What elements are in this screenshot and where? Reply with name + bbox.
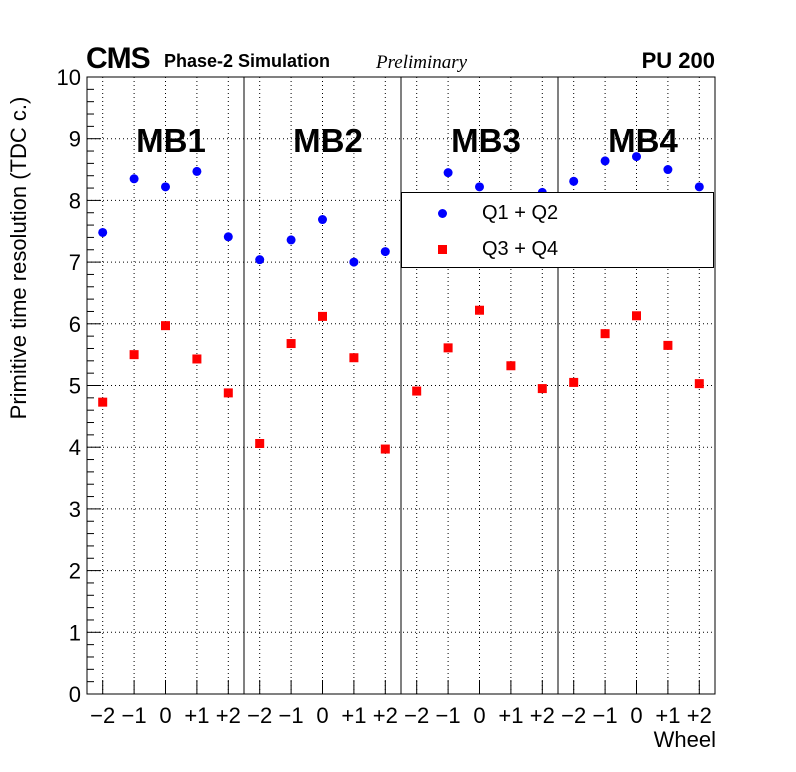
x-tick-label: −1 xyxy=(436,703,461,728)
data-point-q12 xyxy=(694,182,704,192)
station-label-mb2: MB2 xyxy=(293,122,363,159)
legend: Q1 + Q2 Q3 + Q4 xyxy=(401,192,714,268)
x-tick-label: 0 xyxy=(473,703,485,728)
y-tick-label: 2 xyxy=(69,559,81,584)
data-point-q12 xyxy=(98,227,108,237)
data-point-q34 xyxy=(632,311,641,321)
station-separators xyxy=(243,77,559,694)
y-tick-label: 10 xyxy=(57,65,81,90)
data-point-q34 xyxy=(286,339,296,349)
x-tick-label: 0 xyxy=(630,703,642,728)
data-point-q34 xyxy=(380,444,390,454)
data-point-q12 xyxy=(223,232,233,242)
x-axis-title: Wheel xyxy=(653,727,716,752)
data-point-q34 xyxy=(475,305,484,315)
x-tick-label: −2 xyxy=(404,703,429,728)
data-point-q12 xyxy=(600,156,610,166)
data-point-q34 xyxy=(694,379,704,389)
y-tick-label: 9 xyxy=(69,127,81,152)
data-point-q12 xyxy=(475,182,484,192)
data-point-q34 xyxy=(569,377,579,387)
data-point-q34 xyxy=(98,397,108,407)
data-point-q12 xyxy=(632,152,641,162)
legend-marker-circle xyxy=(438,209,447,218)
x-tick-label: +1 xyxy=(184,703,209,728)
y-tick-label: 3 xyxy=(69,497,81,522)
legend-label-q12: Q1 + Q2 xyxy=(482,202,559,224)
x-tick-label: −1 xyxy=(593,703,618,728)
pileup-label: PU 200 xyxy=(641,48,715,73)
data-point-q12 xyxy=(318,215,327,225)
data-point-q12 xyxy=(443,168,453,178)
preliminary-label: Preliminary xyxy=(376,52,468,73)
legend-item-q12: Q1 + Q2 xyxy=(402,196,713,232)
y-tick-label: 1 xyxy=(69,620,81,645)
x-tick-label: +2 xyxy=(216,703,241,728)
station-label-mb3: MB3 xyxy=(451,122,521,159)
y-tick-label: 8 xyxy=(69,188,81,213)
legend-item-q34: Q3 + Q4 xyxy=(402,232,713,268)
x-tick-label: +2 xyxy=(530,703,555,728)
x-tick-label: +2 xyxy=(687,703,712,728)
y-tick-label: 4 xyxy=(69,435,81,460)
data-point-q12 xyxy=(129,174,139,184)
data-point-q34 xyxy=(161,321,170,331)
y-tick-label: 5 xyxy=(69,374,81,399)
data-point-q34 xyxy=(412,386,422,396)
station-label-mb1: MB1 xyxy=(136,122,206,159)
data-point-q12 xyxy=(192,166,202,176)
data-point-q34 xyxy=(223,388,233,398)
station-label-mb4: MB4 xyxy=(608,122,678,159)
x-tick-label: −2 xyxy=(90,703,115,728)
legend-label-q34: Q3 + Q4 xyxy=(482,238,559,260)
x-tick-label: +2 xyxy=(373,703,398,728)
data-point-q12 xyxy=(380,247,390,257)
data-point-q34 xyxy=(318,311,327,321)
x-tick-label: +1 xyxy=(498,703,523,728)
data-point-q34 xyxy=(663,340,673,350)
x-tick-label: 0 xyxy=(316,703,328,728)
y-tick-label: 7 xyxy=(69,250,81,275)
data-point-q12 xyxy=(569,176,579,186)
data-point-q34 xyxy=(600,329,610,339)
x-tick-label: +1 xyxy=(341,703,366,728)
data-point-q12 xyxy=(663,165,673,175)
y-tick-label: 0 xyxy=(69,682,81,707)
data-point-q34 xyxy=(192,354,202,364)
x-tick-label: +1 xyxy=(655,703,680,728)
data-point-q34 xyxy=(443,343,453,353)
legend-marker-square xyxy=(438,245,447,254)
data-point-q12 xyxy=(349,257,359,267)
x-tick-label: −1 xyxy=(122,703,147,728)
x-tick-label: −2 xyxy=(561,703,586,728)
cms-label: CMS xyxy=(86,42,151,75)
y-tick-label: 6 xyxy=(69,312,81,337)
data-point-q34 xyxy=(129,350,139,360)
data-point-q34 xyxy=(255,438,265,448)
data-point-q12 xyxy=(161,182,170,192)
data-point-q34 xyxy=(537,384,547,394)
data-point-q12 xyxy=(286,235,296,245)
x-tick-label: −2 xyxy=(247,703,272,728)
x-tick-label: 0 xyxy=(159,703,171,728)
gridlines xyxy=(87,77,715,694)
data-point-q34 xyxy=(349,353,359,363)
data-point-q12 xyxy=(255,255,265,265)
x-tick-label: −1 xyxy=(279,703,304,728)
axes xyxy=(86,76,716,695)
simulation-label: Phase-2 Simulation xyxy=(164,51,331,71)
data-point-q34 xyxy=(506,361,516,371)
